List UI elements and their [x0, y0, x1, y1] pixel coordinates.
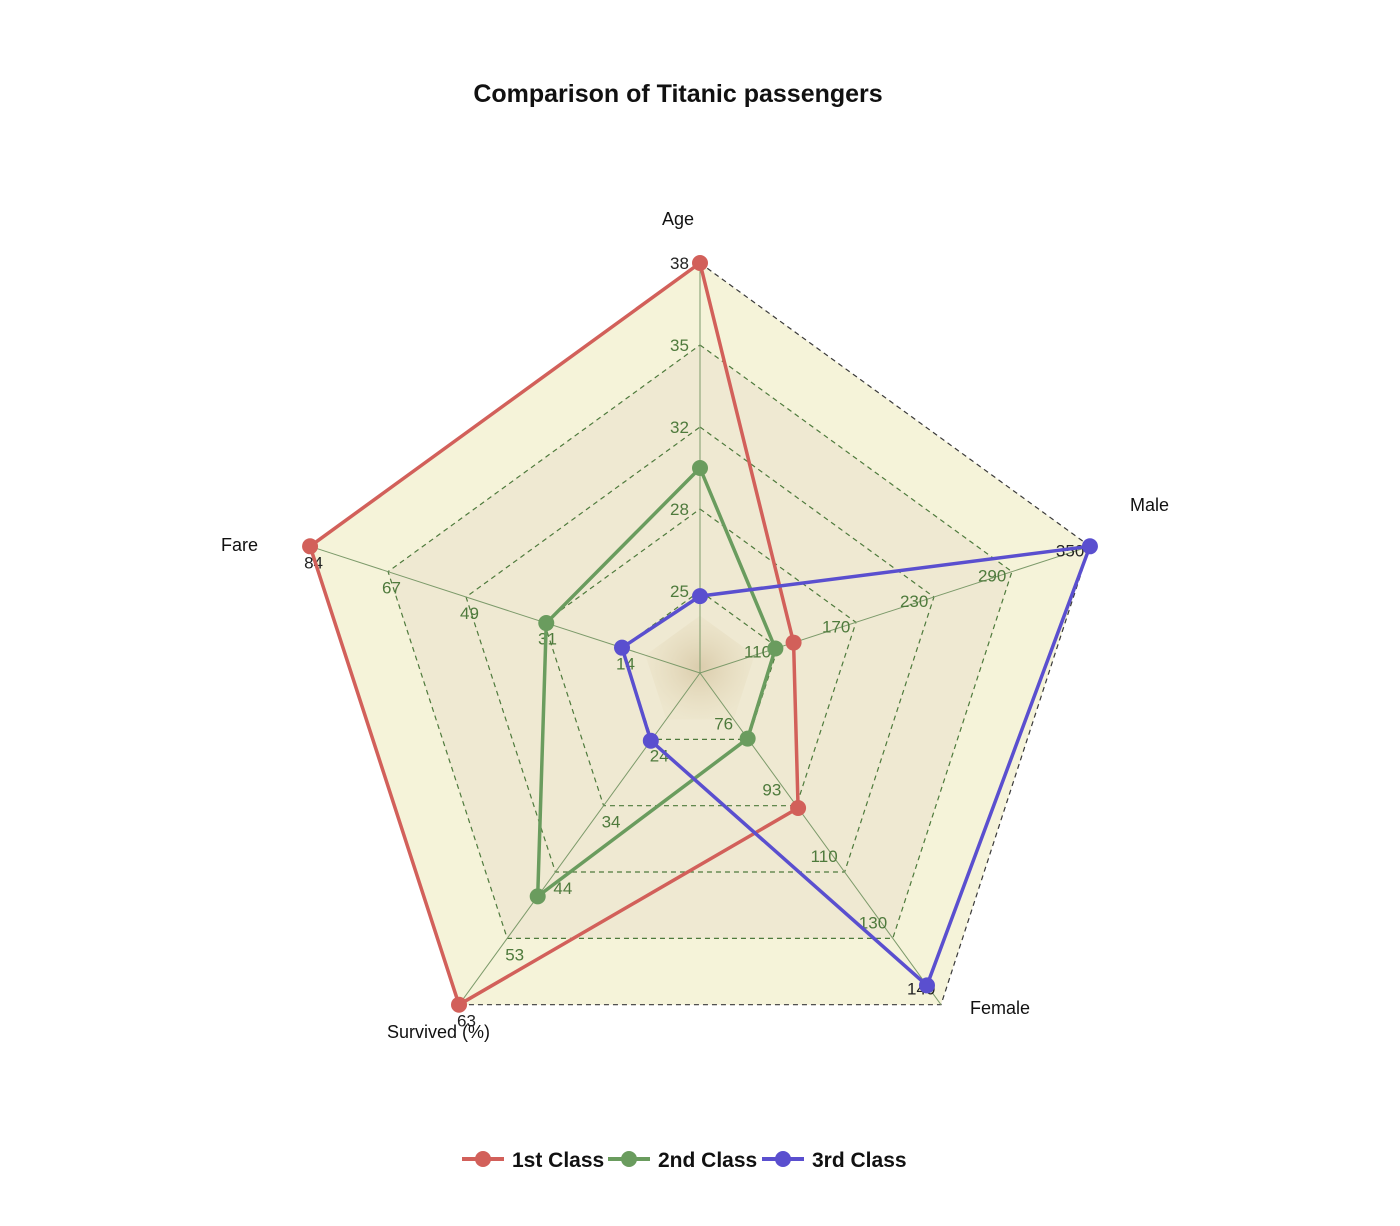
tick-label: 130 [859, 913, 887, 932]
data-point [692, 460, 708, 476]
axis-spoke [309, 545, 701, 674]
tick-label: 110 [811, 847, 838, 866]
series-line [308, 261, 800, 1007]
tick-label: 170 [822, 617, 850, 636]
tick-label: 290 [978, 567, 1006, 586]
data-point [538, 615, 555, 632]
tick-label: 230 [900, 592, 928, 611]
grid-ring [543, 508, 857, 807]
legend-label: 2nd Class [658, 1149, 757, 1172]
tick-label: 49 [460, 604, 479, 623]
data-point [529, 888, 546, 905]
data-point [302, 538, 319, 555]
axis-spoke [699, 672, 942, 1005]
data-point [1081, 538, 1098, 555]
legend-marker [775, 1151, 791, 1167]
legend-marker [621, 1151, 637, 1167]
tick-label: 44 [553, 879, 572, 898]
legend-label: 1st Class [512, 1149, 604, 1172]
data-point [692, 588, 708, 605]
legend-label: 3rd Class [812, 1149, 907, 1172]
tick-label: 34 [602, 813, 621, 832]
chart-title: Comparison of Titanic passengers [473, 80, 883, 108]
tick-label: 350 [1056, 541, 1084, 560]
tick-label: 93 [762, 781, 781, 800]
data-point [767, 640, 784, 657]
data-point [918, 977, 935, 994]
tick-label: 25 [670, 582, 689, 601]
data-point [790, 799, 807, 816]
series-line [535, 466, 778, 899]
tick-label: 38 [670, 254, 689, 273]
data-point [785, 634, 802, 651]
tick-label: 110 [744, 643, 771, 662]
tick-label: 32 [670, 418, 689, 437]
axis-label: Age [662, 209, 694, 229]
data-point [692, 255, 708, 271]
tick-label: 76 [714, 714, 733, 733]
legend-marker [475, 1151, 491, 1167]
grid-ring [387, 344, 1013, 939]
tick-label: 67 [382, 579, 401, 598]
axis-label: Male [1130, 495, 1169, 515]
tick-label: 63 [457, 1012, 476, 1031]
axis-label: Survived (%) [387, 1022, 490, 1042]
tick-label: 35 [670, 336, 689, 355]
axis-label: Female [970, 998, 1030, 1018]
data-point [739, 730, 756, 747]
data-point [451, 996, 468, 1013]
tick-label: 53 [505, 945, 524, 964]
axis-spoke [699, 545, 1091, 674]
tick-label: 28 [670, 500, 689, 519]
axis-spoke [458, 672, 701, 1005]
axis-label: Fare [221, 535, 258, 555]
data-point [614, 639, 631, 656]
grid-ring [465, 426, 935, 873]
series-line [620, 544, 1092, 988]
data-point [642, 732, 659, 749]
